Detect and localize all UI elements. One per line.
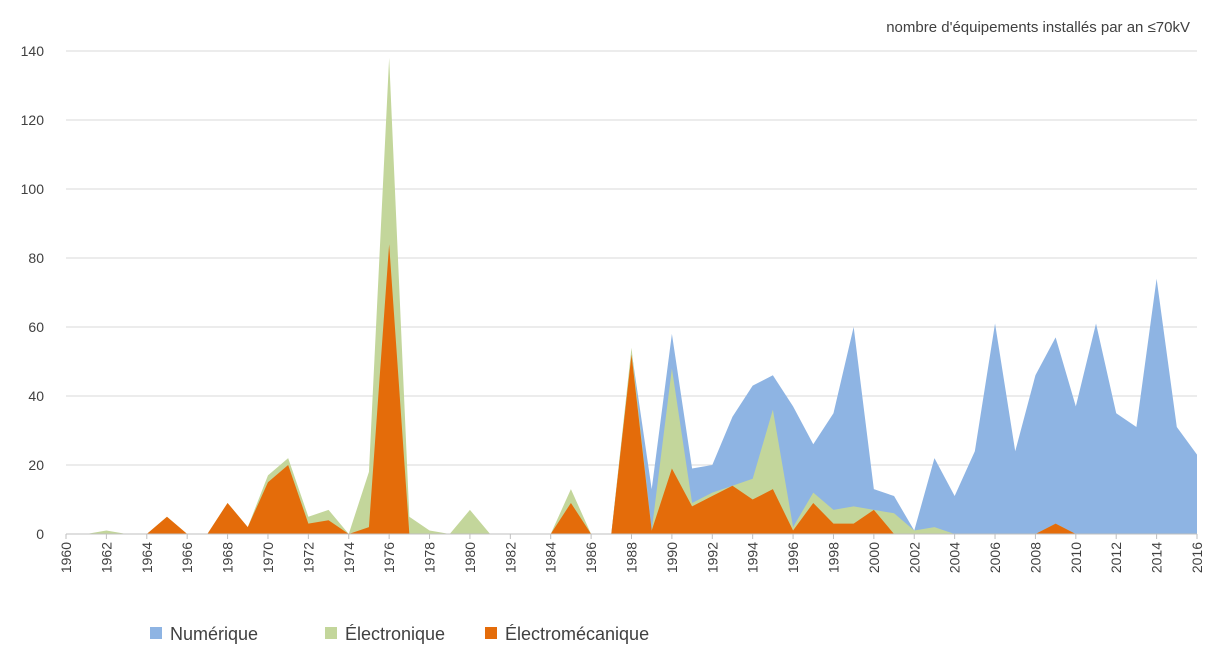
legend-swatch [325, 627, 337, 639]
legend-label: Électromécanique [505, 624, 649, 644]
x-tick-label: 1966 [179, 542, 195, 573]
x-tick-label: 1974 [341, 542, 357, 573]
x-tick-label: 1964 [139, 542, 155, 573]
y-tick-label: 140 [21, 43, 45, 59]
x-tick-label: 2010 [1068, 542, 1084, 573]
x-tick-label: 2000 [866, 542, 882, 573]
y-tick-label: 60 [28, 319, 44, 335]
y-tick-label: 120 [21, 112, 45, 128]
x-tick-label: 2008 [1027, 542, 1043, 573]
x-tick-label: 1968 [220, 542, 236, 573]
x-tick-label: 2012 [1108, 542, 1124, 573]
x-tick-label: 1998 [825, 542, 841, 573]
y-tick-label: 80 [28, 250, 44, 266]
x-tick-label: 2016 [1189, 542, 1205, 573]
y-tick-label: 40 [28, 388, 44, 404]
chart-title: nombre d'équipements installés par an ≤7… [886, 19, 1190, 36]
y-tick-label: 0 [36, 526, 44, 542]
x-tick-label: 1972 [300, 542, 316, 573]
x-tick-label: 2002 [906, 542, 922, 573]
y-tick-label: 100 [21, 181, 45, 197]
x-tick-label: 1996 [785, 542, 801, 573]
x-tick-label: 1984 [543, 542, 559, 573]
x-tick-label: 1986 [583, 542, 599, 573]
x-tick-label: 1980 [462, 542, 478, 573]
x-tick-label: 2004 [947, 542, 963, 573]
x-tick-label: 1992 [704, 542, 720, 573]
x-tick-label: 2014 [1149, 542, 1165, 573]
x-tick-label: 1988 [624, 542, 640, 573]
x-tick-label: 1990 [664, 542, 680, 573]
legend-swatch [150, 627, 162, 639]
x-tick-label: 2006 [987, 542, 1003, 573]
legend-label: Électronique [345, 624, 445, 644]
x-tick-label: 1978 [422, 542, 438, 573]
x-tick-label: 1976 [381, 542, 397, 573]
legend-label: Numérique [170, 624, 258, 644]
legend-swatch [485, 627, 497, 639]
x-tick-label: 1970 [260, 542, 276, 573]
y-tick-label: 20 [28, 457, 44, 473]
x-tick-label: 1960 [58, 542, 74, 573]
x-tick-label: 1994 [745, 542, 761, 573]
x-tick-label: 1962 [98, 542, 114, 573]
x-tick-label: 1982 [502, 542, 518, 573]
area [66, 244, 1197, 534]
